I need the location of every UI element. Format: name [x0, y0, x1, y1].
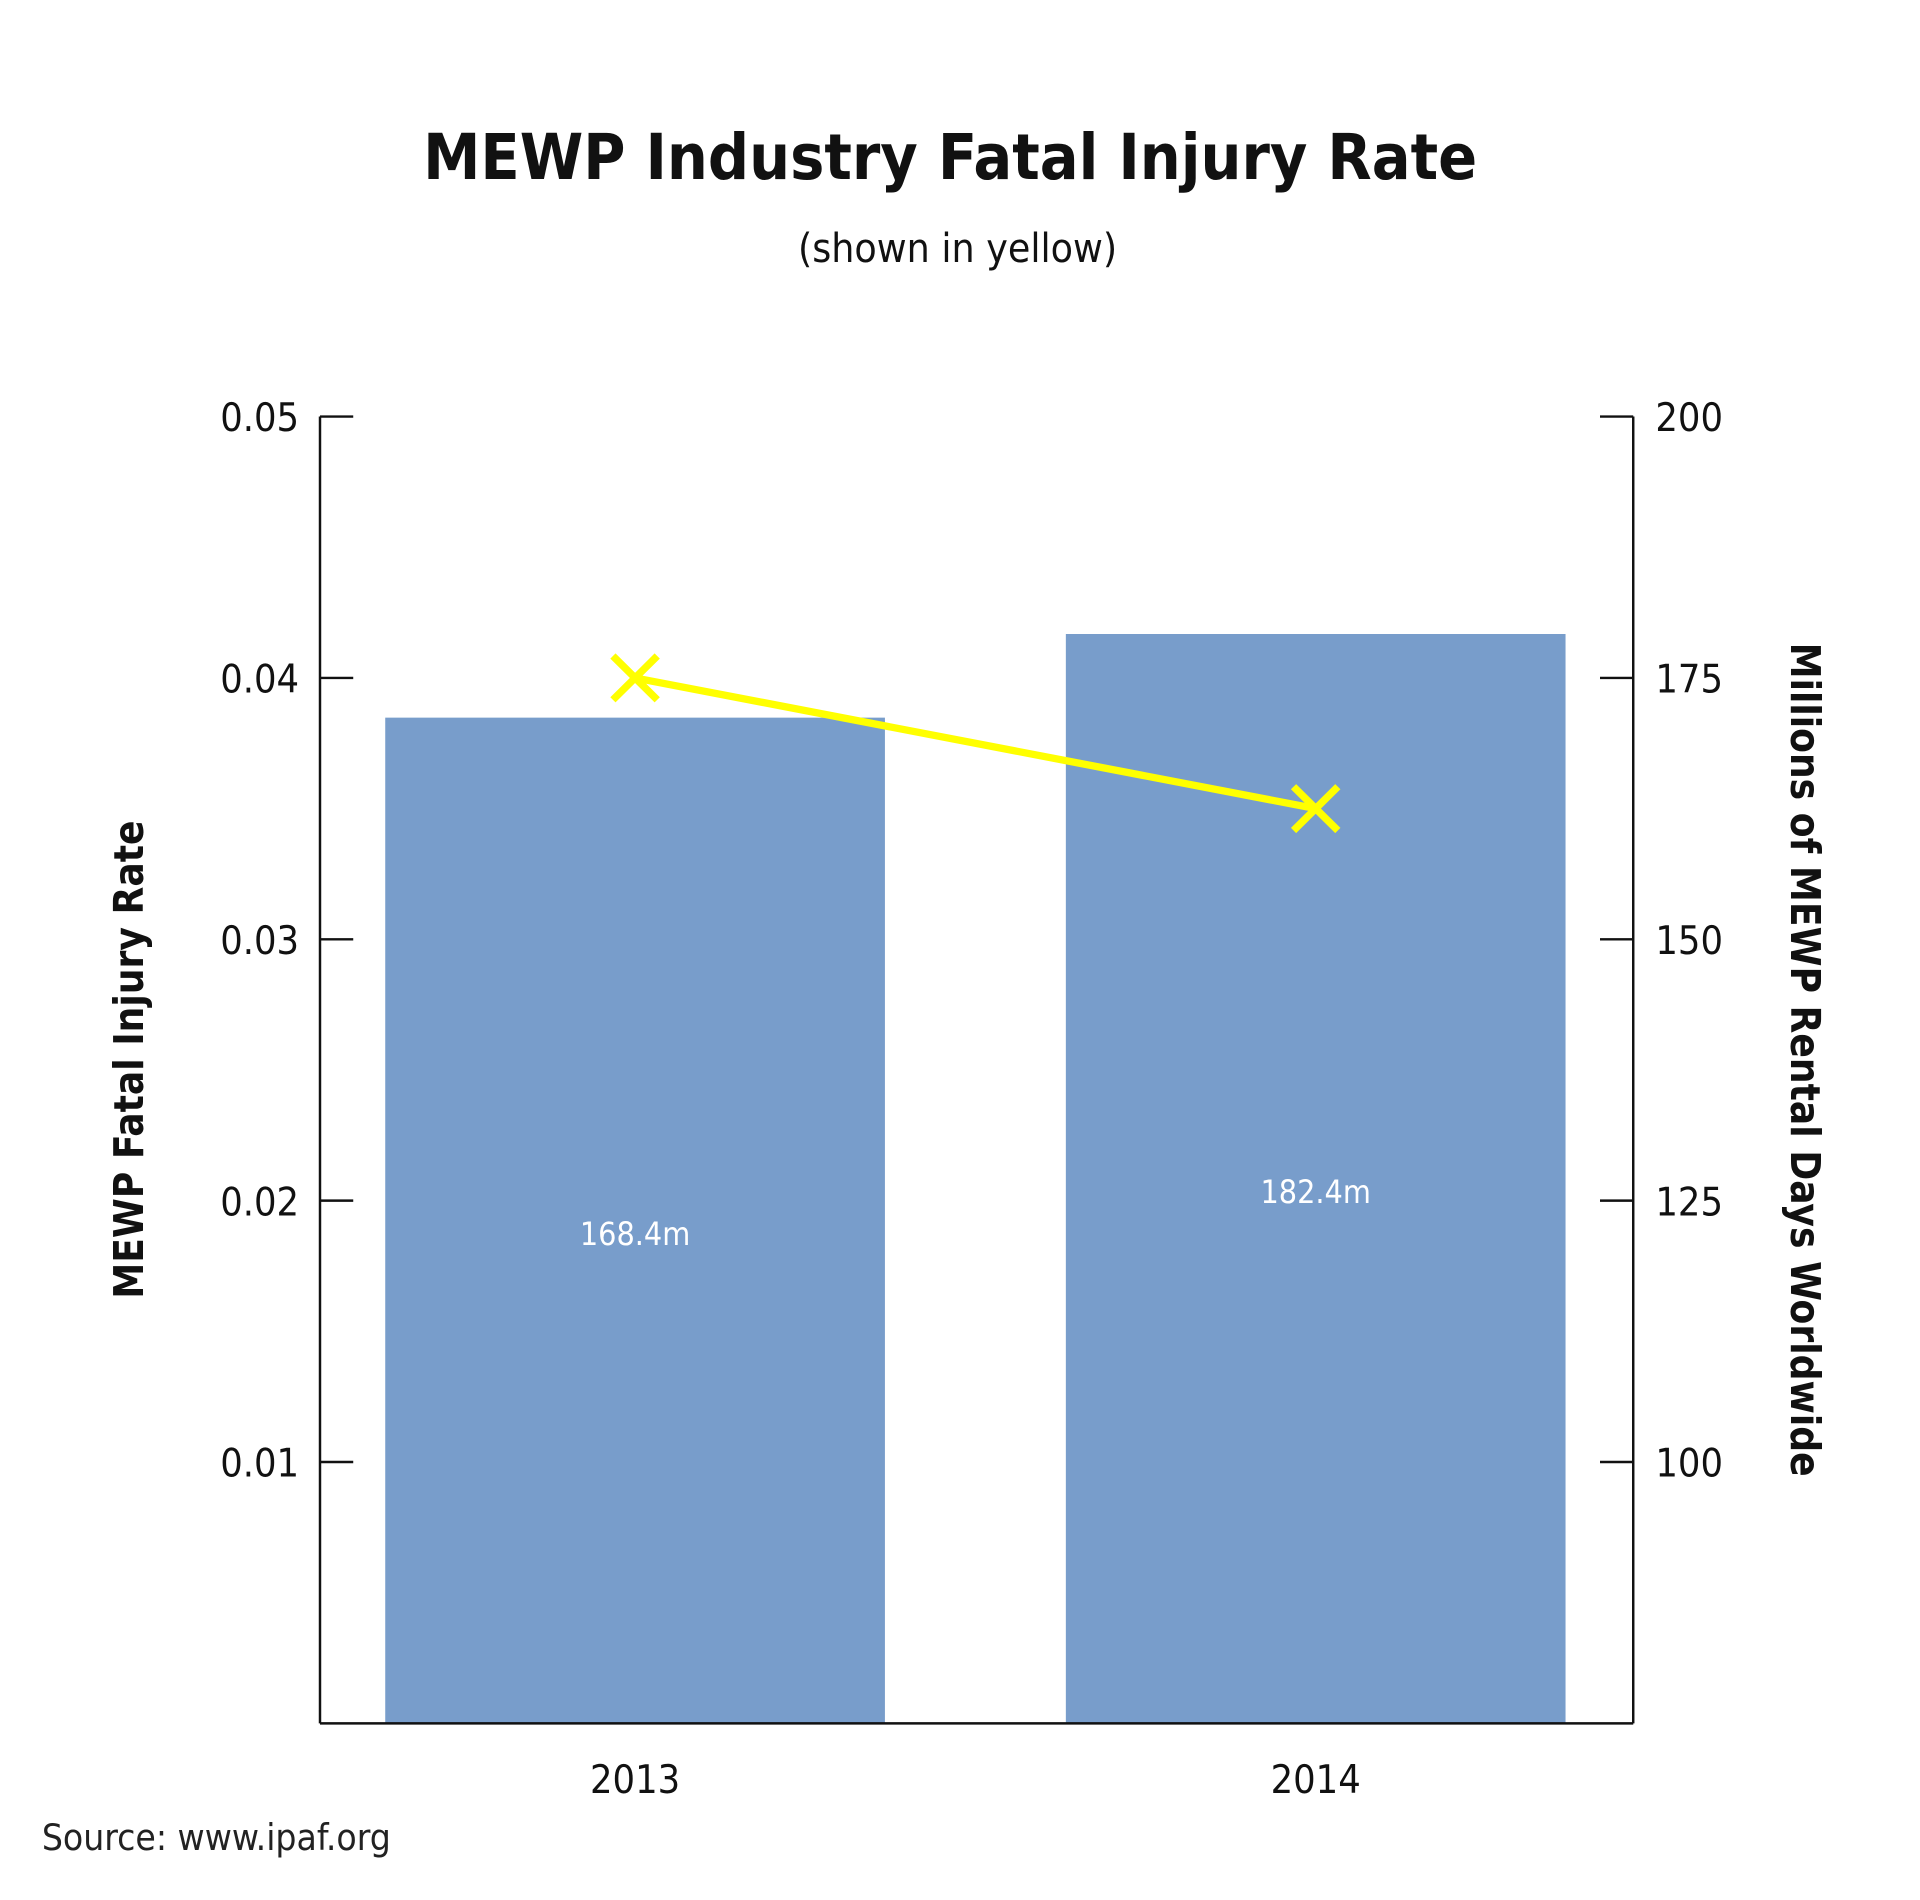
fatal-rate-line — [634, 674, 1317, 813]
right-tick-label: 200 — [1655, 396, 1723, 441]
bar-data-label: 168.4m — [580, 1215, 690, 1253]
bar-2014 — [1065, 633, 1566, 1724]
left-axis-label: MEWP Fatal Injury Rate — [105, 820, 153, 1298]
bar-2013 — [385, 717, 885, 1724]
left-tick-label: 0.01 — [220, 1442, 299, 1487]
chart-title: MEWP Industry Fatal Injury Rate — [423, 121, 1477, 195]
right-tick-label: 175 — [1655, 658, 1723, 703]
left-tick-label: 0.04 — [220, 658, 299, 703]
left-tick-label: 0.05 — [220, 396, 299, 441]
fatal-rate-marker-2013 — [610, 653, 660, 703]
left-tick-label: 0.03 — [220, 919, 299, 964]
fatal-rate-marker-2014 — [1290, 784, 1341, 834]
source-note: Source: www.ipaf.org — [42, 1816, 391, 1859]
chart-subtitle: (shown in yellow) — [798, 224, 1117, 272]
bar-data-label: 182.4m — [1260, 1173, 1370, 1211]
x-tick-label: 2014 — [1271, 1758, 1361, 1803]
right-axis-label: Millions of MEWP Rental Days Worldwide — [1781, 643, 1829, 1477]
left-tick-label: 0.02 — [220, 1180, 299, 1225]
right-tick-label: 150 — [1655, 919, 1723, 964]
right-tick-label: 125 — [1655, 1180, 1723, 1225]
right-tick-label: 100 — [1655, 1442, 1723, 1487]
x-tick-label: 2013 — [590, 1758, 680, 1803]
